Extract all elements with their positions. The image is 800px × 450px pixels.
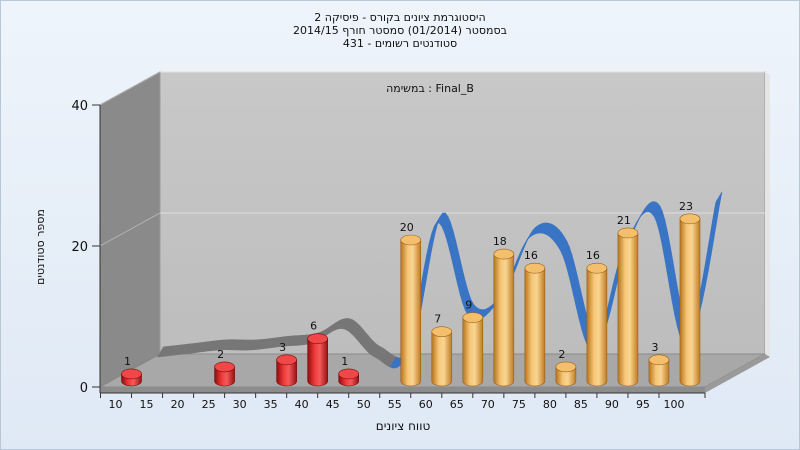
chart-title-line-1: היסטוגרמת ציונים בקורס - פיסיקה 2 — [314, 11, 486, 24]
bar-top — [555, 361, 577, 373]
plot-floor-front — [100, 387, 705, 393]
bar-body — [307, 338, 328, 387]
x-tick-label: 75 — [512, 398, 526, 411]
bar-55: 20 — [400, 221, 422, 387]
bar-value-label: 16 — [586, 249, 600, 262]
bar-body — [524, 267, 546, 387]
bar-25: 2 — [214, 348, 235, 387]
bar-top — [400, 234, 422, 246]
bar-value-label: 20 — [400, 221, 414, 234]
bar-value-label: 16 — [524, 249, 538, 262]
y-axis-title: מספר סטודנטים — [34, 209, 47, 285]
plot-floor-side — [705, 354, 770, 393]
bar-85: 16 — [586, 249, 608, 387]
bar-top — [462, 312, 484, 323]
ribbon-segment — [714, 191, 723, 210]
x-tick-label: 30 — [233, 398, 247, 411]
x-tick-label: 60 — [419, 398, 433, 411]
axes-group: 0 20 40 10 15 20 25 30 35 40 45 50 55 60 65 70 75 80 85 90 9… — [71, 99, 706, 411]
bar-body — [400, 239, 422, 387]
x-tick-label: 80 — [543, 398, 557, 411]
bar-40: 6 — [307, 320, 328, 387]
x-tick-label: 20 — [171, 398, 185, 411]
bar-top — [276, 354, 297, 366]
bar-top — [431, 326, 453, 337]
bar-value-label: 1 — [341, 355, 348, 368]
x-tick-label: 65 — [450, 398, 464, 411]
x-axis-title: טווח ציונים — [376, 419, 431, 433]
bar-95: 3 — [648, 341, 670, 387]
bar-body — [462, 317, 484, 387]
bar-body — [431, 331, 453, 387]
bar-90: 21 — [617, 214, 639, 387]
bar-value-label: 21 — [617, 214, 631, 227]
x-tick-label: 90 — [605, 398, 619, 411]
bar-100: 23 — [679, 200, 701, 387]
grid-lines — [99, 71, 765, 247]
y-tick-label: 20 — [71, 240, 88, 255]
x-tick-label: 55 — [388, 398, 402, 411]
bar-body — [276, 359, 297, 387]
bar-top — [493, 248, 515, 260]
bar-value-label: 18 — [493, 235, 507, 248]
bar-80: 2 — [555, 348, 577, 387]
bar-top — [586, 262, 608, 274]
y-tick-label: 40 — [71, 99, 88, 114]
bar-70: 18 — [493, 235, 515, 387]
bar-body — [555, 366, 577, 387]
x-tick-label: 35 — [264, 398, 278, 411]
bar-value-label: 2 — [558, 348, 565, 361]
x-tick-label: 70 — [481, 398, 495, 411]
x-tick-label: 85 — [574, 398, 588, 411]
bar-value-label: 23 — [679, 200, 693, 213]
bar-body — [214, 366, 235, 387]
inner-label: במשימה : Final_B — [386, 82, 474, 95]
bar-top — [307, 333, 328, 345]
x-tick-label: 45 — [326, 398, 340, 411]
bar-body — [493, 253, 515, 387]
bar-value-label: 3 — [279, 341, 286, 354]
y-tick-label: 0 — [80, 381, 88, 396]
bar-top — [648, 354, 670, 366]
bar-45: 1 — [338, 355, 359, 387]
plot-right-edge — [765, 72, 770, 357]
bar-body — [648, 359, 670, 387]
bar-value-label: 1 — [124, 355, 131, 368]
bar-top — [338, 368, 359, 380]
x-tick-label: 100 — [663, 398, 684, 411]
chart-title-line-2: בסמסטר (01/2014) סמסטר חורף 2014/15 — [293, 24, 507, 37]
bar-value-label: 7 — [434, 313, 441, 326]
bar-top — [617, 227, 639, 239]
x-tick-label: 25 — [202, 398, 216, 411]
bar-60: 7 — [431, 313, 453, 387]
bar-top — [679, 213, 701, 225]
bar-top — [121, 368, 142, 380]
bar-body — [617, 232, 639, 387]
bar-10: 1 — [121, 355, 142, 387]
x-tick-label: 50 — [357, 398, 371, 411]
bar-65: 9 — [462, 299, 484, 387]
bar-75: 16 — [524, 249, 546, 387]
grid-line-left — [99, 71, 161, 106]
x-tick-label: 95 — [636, 398, 650, 411]
x-tick-label: 40 — [295, 398, 309, 411]
x-tick-label: 15 — [140, 398, 154, 411]
bar-value-label: 2 — [217, 348, 224, 361]
bar-35: 3 — [276, 341, 297, 387]
grid-line-left — [99, 212, 161, 247]
bar-top — [214, 361, 235, 373]
bar-value-label: 6 — [310, 320, 317, 333]
bar-body — [679, 218, 701, 387]
x-tick-label: 10 — [109, 398, 123, 411]
bar-value-label: 9 — [465, 299, 472, 312]
bar-top — [524, 262, 546, 274]
bar-value-label: 3 — [651, 341, 658, 354]
chart-title-line-3: 431 - סטודנטים רשומים — [342, 37, 458, 50]
bar-body — [586, 267, 608, 387]
